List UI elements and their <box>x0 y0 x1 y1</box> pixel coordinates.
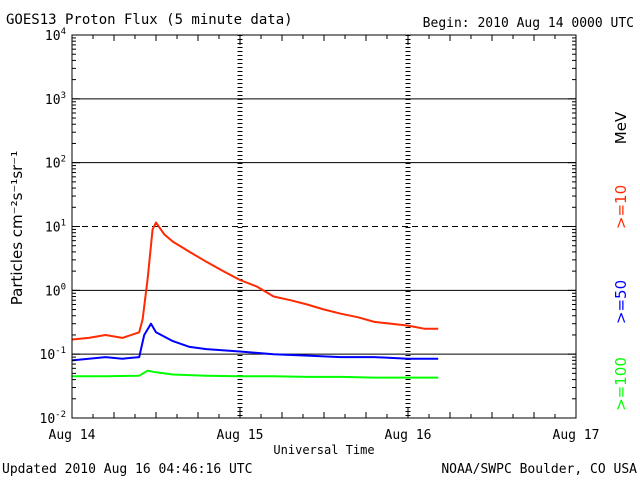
series-layer <box>71 221 439 379</box>
x-tick-label: Aug 15 <box>217 428 264 443</box>
y-tick-label: 100 <box>45 282 66 299</box>
grid-layer <box>72 35 576 418</box>
series-line-2 <box>71 322 439 362</box>
series-line-1 <box>71 221 439 341</box>
y-tick-label: 102 <box>45 155 66 172</box>
legend-layer: >=10 >=50 >=100 MeV <box>612 111 630 411</box>
y-tick-label: 101 <box>45 219 66 236</box>
x-tick-label: Aug 14 <box>49 428 96 443</box>
x-axis-label: Universal Time <box>273 443 374 457</box>
begin-date: Begin: 2010 Aug 14 0000 UTC <box>423 16 634 31</box>
x-tick-label: Aug 17 <box>553 428 600 443</box>
y-tick-label: 10-2 <box>40 410 67 427</box>
chart-title: GOES13 Proton Flux (5 minute data) <box>6 12 293 28</box>
y-tick-label: 104 <box>45 27 66 44</box>
x-tick-label: Aug 16 <box>385 428 432 443</box>
updated-timestamp: Updated 2010 Aug 16 04:46:16 UTC <box>2 462 252 477</box>
y-tick-label: 10-1 <box>40 346 67 363</box>
series-line-3 <box>72 369 439 379</box>
legend-entry: >=10 <box>612 185 630 229</box>
y-tick-label: 103 <box>45 91 66 108</box>
legend-entry: >=50 <box>612 280 630 324</box>
legend-entry: >=100 <box>612 357 630 411</box>
legend-unit: MeV <box>612 111 630 144</box>
tick-layer: 10-2 10-1 100 101 102 103 104 Aug 14 Aug 15 Aug 1… <box>40 27 600 443</box>
source-credit: NOAA/SWPC Boulder, CO USA <box>441 462 637 477</box>
y-axis-label: Particles cm⁻²s⁻¹sr⁻¹ <box>8 151 26 305</box>
